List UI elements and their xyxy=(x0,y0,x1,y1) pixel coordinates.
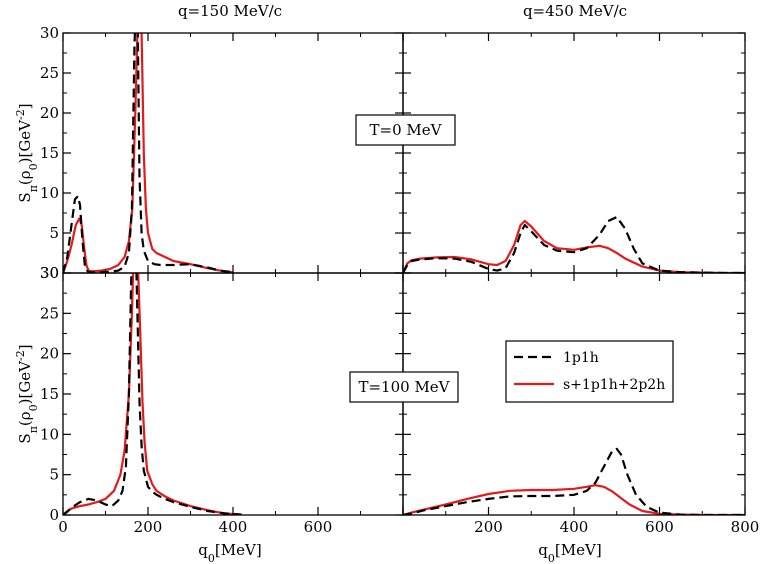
series-line-1p1h xyxy=(63,33,234,273)
x-tick-label: 200 xyxy=(134,518,163,536)
y-tick-label: 30 xyxy=(40,264,59,282)
panel-T100_q150: 0 200 400 600 0 5 10 15 20 25 30 xyxy=(40,264,404,536)
panel-T100_q450: 200 400 600 800 xyxy=(402,272,760,536)
y-tick-label: 30 xyxy=(40,264,59,282)
column-title-left: q=150 MeV/c xyxy=(178,2,282,20)
column-title-right: q=450 MeV/c xyxy=(523,2,627,20)
temperature-label-top-text: T=0 MeV xyxy=(370,121,443,139)
series-line-s-1p1h-2p2h xyxy=(63,273,242,515)
panel-frame xyxy=(62,32,404,274)
panel-T0_q450 xyxy=(402,32,746,274)
y-tick-label: 0 xyxy=(49,506,59,524)
y-tick-label: 15 xyxy=(40,385,59,403)
legend-label-s-1p1h-2p2h: s+1p1h+2p2h xyxy=(563,377,665,393)
x-tick-label: 600 xyxy=(304,518,333,536)
x-axis-title-right: q0[MeV] xyxy=(538,541,601,564)
y-tick-label: 25 xyxy=(40,64,59,82)
series-line-1p1h xyxy=(403,447,745,515)
y-axis-title-bottom: Sπ(ρ0)[GeV-2] xyxy=(14,344,40,443)
y-tick-label: 25 xyxy=(40,304,59,322)
panel-frame xyxy=(402,32,746,274)
x-tick-label: 0 xyxy=(58,518,68,536)
series-line-1p1h xyxy=(63,273,242,515)
x-tick-label: 400 xyxy=(219,518,248,536)
temperature-label-bottom-text: T=100 MeV xyxy=(358,378,450,396)
x-axis-title-left: q0[MeV] xyxy=(198,541,261,564)
y-tick-label: 20 xyxy=(40,345,59,363)
y-tick-label: 10 xyxy=(40,425,59,443)
y-tick-label: 5 xyxy=(49,224,59,242)
legend-label-1p1h: 1p1h xyxy=(563,350,599,366)
temperature-label-top: T=0 MeV xyxy=(355,114,456,146)
series-line-s-1p1h-2p2h xyxy=(403,219,745,273)
x-tick-label: 400 xyxy=(560,518,589,536)
y-tick-label: 15 xyxy=(40,144,59,162)
x-tick-label: 200 xyxy=(474,518,503,536)
temperature-label-bottom: T=100 MeV xyxy=(349,371,459,403)
legend: 1p1h s+1p1h+2p2h xyxy=(505,340,674,403)
y-tick-label: 20 xyxy=(40,104,59,122)
y-tick-label: 10 xyxy=(40,184,59,202)
series-line-1p1h xyxy=(403,215,745,273)
x-tick-label: 600 xyxy=(645,518,674,536)
y-tick-label: 30 xyxy=(40,24,59,42)
panel-T0_q150: 30 5 10 15 20 25 30 xyxy=(40,24,404,282)
y-tick-label: 5 xyxy=(49,466,59,484)
x-tick-label: 800 xyxy=(731,518,760,536)
y-axis-title-top: Sπ(ρ0)[GeV-2] xyxy=(14,103,40,202)
